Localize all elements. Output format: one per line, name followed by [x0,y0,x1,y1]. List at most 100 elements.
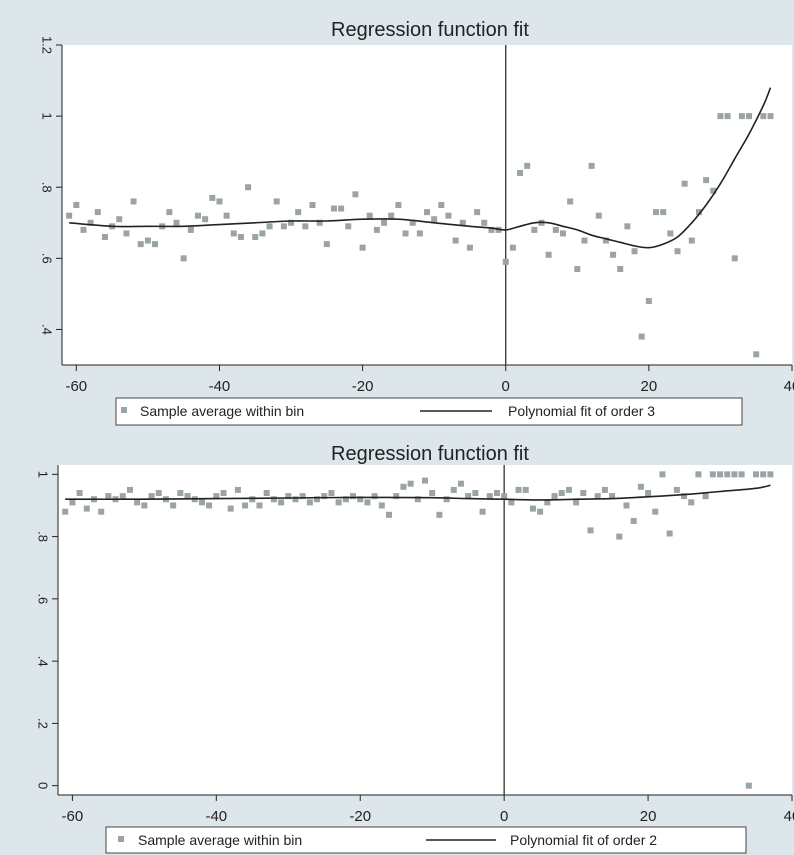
data-point [187,226,194,233]
data-point [407,480,414,487]
legend: Sample average within bin Polynomial fit… [115,397,743,426]
y-tick-label: .8 [40,182,55,193]
data-point [194,212,201,219]
data-point [493,490,500,497]
chart-title: Regression function fit [331,19,529,41]
data-point [610,251,617,258]
data-point [364,499,371,506]
y-tick-label: 1.2 [40,36,55,54]
data-point [414,496,421,503]
data-point [457,480,464,487]
legend-point-marker [121,407,127,413]
data-point [431,216,438,223]
x-tick-label: 20 [641,378,658,395]
data-point [688,499,695,506]
data-point [388,212,395,219]
data-point [249,496,256,503]
data-point [645,490,652,497]
data-point [302,223,309,230]
data-point [479,508,486,515]
data-point [402,230,409,237]
data-point [695,209,702,216]
data-point [173,219,180,226]
chart-title: Regression function fit [331,443,529,465]
legend-point-marker [118,836,124,842]
data-point [588,162,595,169]
data-point [581,237,588,244]
data-point [202,216,209,223]
data-point [357,496,364,503]
data-point [87,219,94,226]
x-tick-label: -20 [349,808,371,825]
data-point [198,499,205,506]
data-point [631,248,638,255]
data-point [724,471,731,478]
y-axis-group: .4 .6 .8 1 1.2 [40,36,63,365]
data-point [424,209,430,216]
data-point [314,496,321,503]
x-tick-label: 0 [500,808,508,825]
data-point [544,499,551,506]
data-point [338,205,345,212]
data-point [366,212,373,219]
data-point [321,493,328,500]
data-point [551,493,558,500]
fit-line-group [69,87,772,249]
data-point [524,162,531,169]
data-point [256,502,263,509]
data-point [731,471,738,478]
data-point [76,490,83,497]
data-point [80,226,87,233]
data-point [288,219,295,226]
data-point [105,493,112,500]
data-point [724,113,731,120]
y-axis-group: 0 .2 .4 .6 .8 1 [36,465,59,795]
data-point [242,502,249,509]
data-point [378,502,385,509]
data-point [738,471,745,478]
y-tick-label: .4 [36,656,51,667]
data-point [681,180,688,187]
data-point [474,209,481,216]
data-point [252,234,259,240]
data-point [609,493,616,500]
y-tick-label: 0 [36,782,51,789]
x-tick-label: 40 [784,808,794,825]
data-point [170,502,177,509]
data-point [459,219,466,226]
data-point [573,499,580,506]
data-point [552,226,559,233]
data-point [134,499,141,506]
data-point [674,248,681,255]
data-point [717,113,724,120]
data-point [230,230,237,237]
data-point [152,241,159,248]
data-point [62,508,69,515]
data-point [263,490,270,497]
data-point [83,505,90,512]
x-tick-label: -60 [65,378,87,395]
data-point [299,493,306,500]
data-point [285,493,292,500]
x-tick-label: 40 [784,378,794,395]
data-point [767,471,774,478]
data-point [101,234,108,240]
data-point [280,223,287,230]
data-point [601,486,608,493]
data-point [652,508,659,515]
data-point [335,499,342,506]
data-point [574,266,581,272]
data-point [227,505,234,512]
data-point [545,251,552,258]
data-point [323,241,330,248]
y-tick-label: .6 [40,253,55,264]
data-point [602,237,609,244]
legend-points-label: Sample average within bin [140,403,304,419]
data-point [266,223,273,230]
data-point [617,266,624,272]
data-point [688,237,695,244]
data-point [213,493,220,500]
data-point [710,187,717,194]
data-point [465,493,472,500]
fit-line-group [65,484,771,501]
